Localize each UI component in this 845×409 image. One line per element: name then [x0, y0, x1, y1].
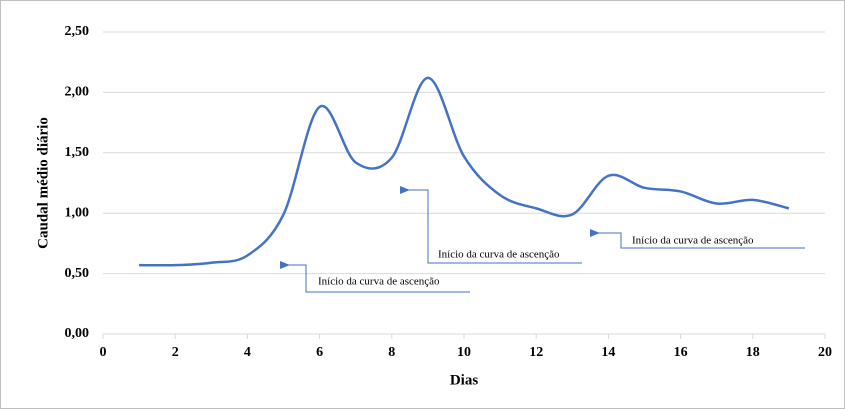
- y-tick-label: 2,50: [65, 24, 90, 39]
- x-tick-label: 16: [674, 345, 688, 360]
- x-tick-label: 6: [316, 345, 323, 360]
- x-tick-label: 20: [818, 345, 832, 360]
- y-axis-label: Caudal médio diário: [35, 117, 51, 249]
- x-tick-label: 14: [601, 345, 615, 360]
- y-tick-label: 2,00: [65, 85, 90, 100]
- y-tick-label: 1,00: [65, 205, 90, 220]
- y-tick-label: 1,50: [65, 145, 90, 160]
- x-tick-label: 12: [529, 345, 543, 360]
- y-tick-label: 0,50: [65, 266, 90, 281]
- y-tick-label: 0,00: [65, 326, 90, 341]
- x-tick-label: 2: [172, 345, 179, 360]
- annotation: Início da curva de ascenção: [632, 235, 754, 247]
- x-tick-label: 4: [244, 345, 251, 360]
- x-tick-label: 10: [457, 345, 471, 360]
- annotation-arrow: [280, 261, 470, 293]
- x-tick-label: 0: [100, 345, 107, 360]
- x-tick-label: 8: [388, 345, 395, 360]
- annotation: Início da curva de ascenção: [438, 249, 560, 261]
- x-tick-label: 18: [746, 345, 760, 360]
- annotation: Início da curva de ascenção: [318, 276, 440, 288]
- data-line: [139, 76, 790, 267]
- x-axis-label: Dias: [450, 372, 479, 388]
- annotation-arrow: [590, 229, 805, 249]
- annotation-arrow: [400, 186, 582, 264]
